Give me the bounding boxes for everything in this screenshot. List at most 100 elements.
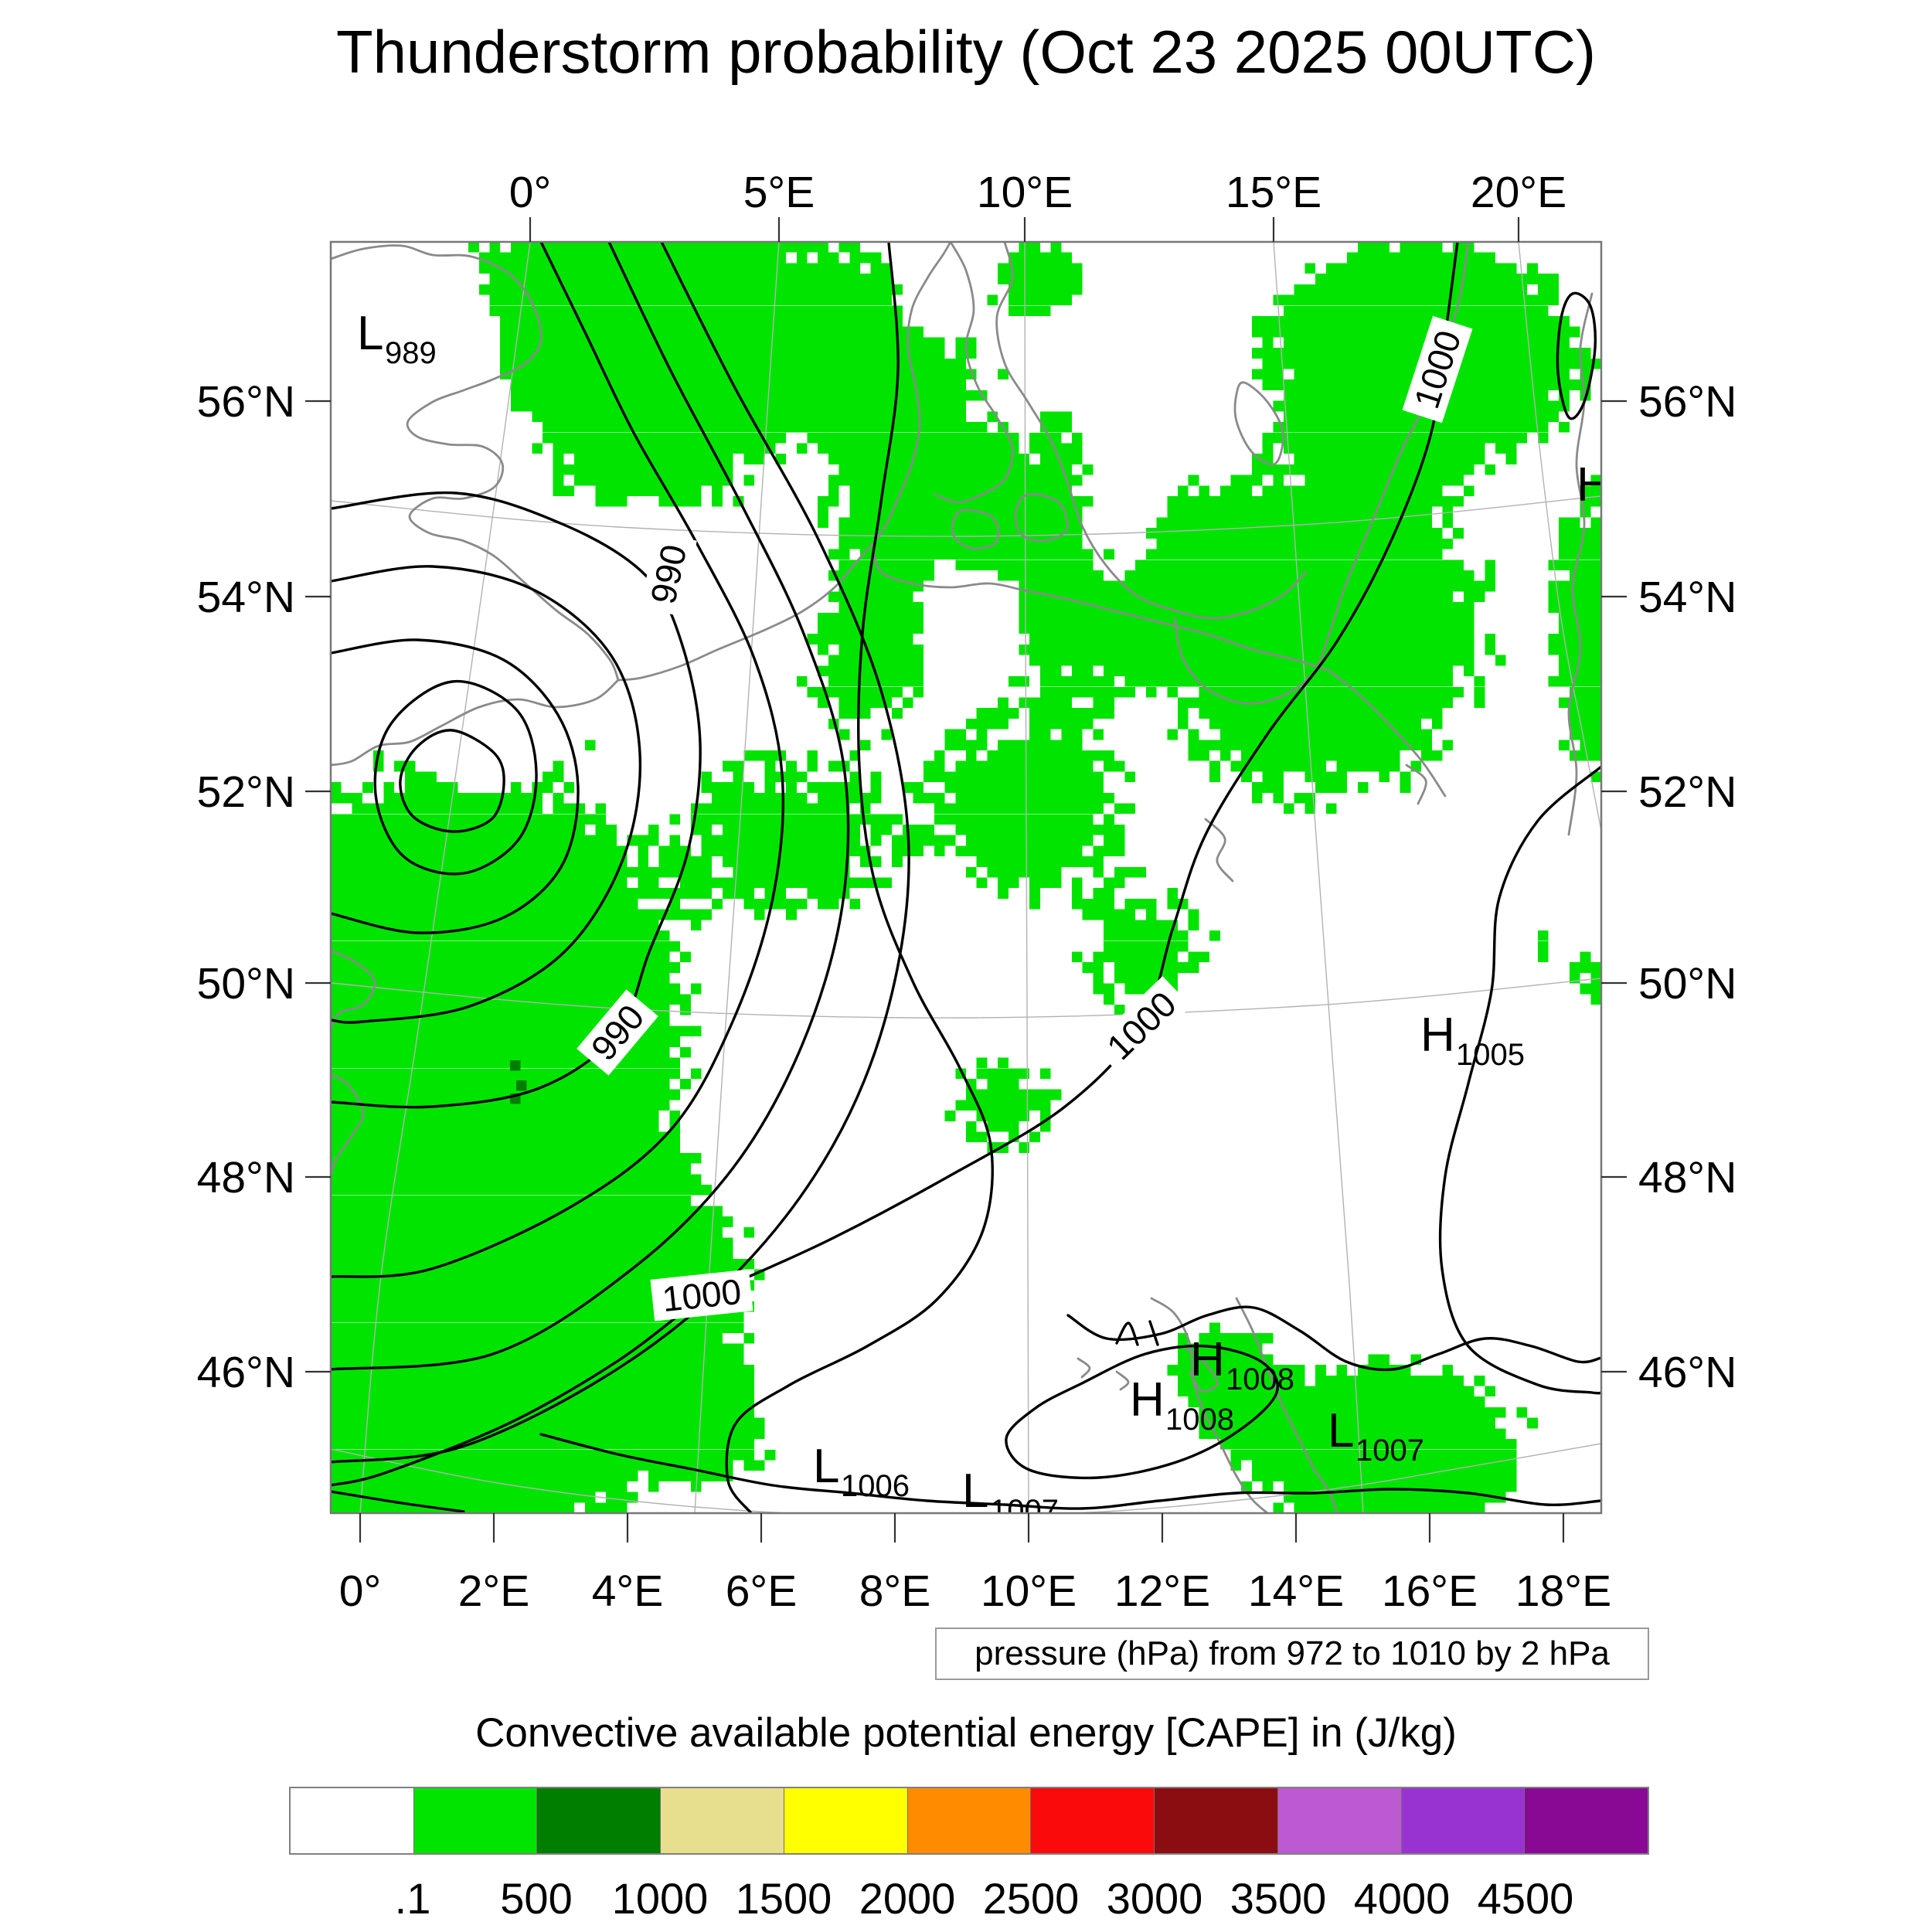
- pressure-contour: [1438, 765, 1601, 1395]
- axis-tick-label: 18°E: [1515, 1566, 1611, 1616]
- cape-shading-green: [331, 242, 1601, 1513]
- pressure-center-marker: H 1008: [1190, 1333, 1294, 1396]
- colorbar-swatch: [1277, 1788, 1402, 1853]
- pressure-contour: [1556, 291, 1597, 420]
- coastline: [331, 1073, 365, 1176]
- axis-tick-label: 4°E: [592, 1566, 664, 1616]
- axis-tick-label: 20°E: [1471, 168, 1566, 217]
- pressure-contour: [331, 242, 910, 1464]
- colorbar-tick-label: 4500: [1477, 1874, 1574, 1923]
- coastline: [1014, 493, 1069, 543]
- axis-tick-label: 56°N: [1638, 377, 1736, 427]
- pressure-center-value: 989: [385, 336, 437, 370]
- pressure-contour: [331, 242, 785, 1278]
- pressure-center-marker: L 989: [357, 307, 437, 370]
- colorbar-swatch: [661, 1788, 784, 1853]
- coastline: [1328, 669, 1447, 798]
- coastline: [331, 949, 376, 1029]
- colorbar-swatch: [907, 1788, 1032, 1853]
- pressure-center-letter: L: [813, 1440, 839, 1493]
- map-frame: [329, 240, 1603, 1515]
- coastline: [951, 509, 1000, 550]
- colorbar-tick-label: 4000: [1353, 1874, 1451, 1923]
- axis-tick-label: 0°: [509, 168, 552, 217]
- pressure-center-value: 1008: [1165, 1403, 1234, 1437]
- pressure-range-caption: pressure (hPa) from 972 to 1010 by 2 hPa: [935, 1628, 1649, 1680]
- pressure-center-value: 1005: [1456, 1038, 1525, 1072]
- pressure-center-marker: H 1005: [1420, 1009, 1525, 1072]
- colorbar-tick-label: 2000: [859, 1874, 956, 1923]
- contour-label: 990: [640, 532, 697, 617]
- colorbar-tick-label: 1500: [735, 1874, 832, 1923]
- pressure-contour: [399, 729, 505, 833]
- colorbar-swatch: [291, 1788, 414, 1853]
- axis-tick-label: 10°E: [981, 1566, 1077, 1616]
- axis-tick-label: 46°N: [1638, 1348, 1736, 1397]
- pressure-center-value: 1007: [1355, 1434, 1424, 1468]
- colorbar-swatch: [784, 1788, 908, 1853]
- axis-tick-label: 52°N: [197, 767, 295, 817]
- axis-tick-label: 52°N: [1638, 767, 1736, 817]
- pressure-center-value: 1007: [990, 1494, 1059, 1528]
- colorbar-tick-label: 500: [500, 1874, 573, 1923]
- pressure-contour: [331, 638, 580, 934]
- cape-colorbar: [289, 1787, 1649, 1855]
- coastline: [1405, 764, 1427, 805]
- coastline: [1204, 818, 1234, 883]
- coastline: [1077, 1357, 1091, 1379]
- axis-tick-label: 50°N: [1638, 959, 1736, 1009]
- pressure-center-value: 1008: [1226, 1362, 1294, 1396]
- colorbar-tick-label: 3500: [1230, 1874, 1327, 1923]
- axis-tick-label: 8°E: [859, 1566, 931, 1616]
- graticule-line: [1024, 242, 1029, 1513]
- axis-tick-label: 54°N: [1638, 573, 1736, 622]
- axis-tick-label: 50°N: [197, 959, 295, 1009]
- pressure-center-marker: H: [1577, 458, 1601, 512]
- axis-tick-label: 10°E: [977, 168, 1073, 217]
- pressure-contour: [1005, 1344, 1279, 1480]
- colorbar-swatch: [1031, 1788, 1155, 1853]
- axis-tick-label: 2°E: [458, 1566, 530, 1616]
- colorbar-swatch: [1401, 1788, 1526, 1853]
- pressure-center-marker: L 1007: [1328, 1404, 1424, 1468]
- coastline: [1567, 292, 1594, 836]
- colorbar-tick-label: 2500: [982, 1874, 1080, 1923]
- pressure-center-letter: H: [1130, 1373, 1165, 1427]
- coastline: [617, 242, 952, 682]
- colorbar-swatch: [537, 1788, 662, 1853]
- colorbar-tick-label: 1000: [611, 1874, 709, 1923]
- coastline: [1235, 1297, 1338, 1513]
- pressure-center-marker: L 1007: [962, 1464, 1059, 1528]
- pressure-center-marker: H 1008: [1130, 1373, 1234, 1437]
- pressure-contour: [331, 565, 642, 1024]
- graticule-line: [1273, 242, 1364, 1513]
- axis-tick-label: 56°N: [197, 377, 295, 427]
- pressure-center-marker: L 1006: [813, 1440, 910, 1503]
- colorbar-tick-label: .1: [394, 1874, 431, 1923]
- pressure-center-letter: L: [357, 307, 383, 360]
- coastline: [1233, 381, 1284, 466]
- pressure-center-value: 1006: [841, 1469, 910, 1503]
- pressure-center-letter: L: [1328, 1404, 1354, 1458]
- colorbar-swatch: [413, 1788, 538, 1853]
- pressure-contour: [725, 242, 994, 1513]
- colorbar-tick-label: 3000: [1106, 1874, 1203, 1923]
- axis-tick-label: 46°N: [197, 1348, 295, 1397]
- pressure-contour: [1115, 1321, 1139, 1346]
- axis-tick-label: 6°E: [726, 1566, 798, 1616]
- axis-tick-label: 48°N: [1638, 1153, 1736, 1202]
- graticule-line: [1518, 242, 1601, 832]
- pressure-contour: [331, 1490, 465, 1513]
- cape-shading-dark-green: [510, 1060, 527, 1104]
- pressure-contour: [1148, 1320, 1159, 1346]
- pressure-contour: [331, 491, 702, 1109]
- axis-tick-label: 12°E: [1114, 1566, 1210, 1616]
- pressure-center-letter: H: [1190, 1333, 1225, 1386]
- pressure-contour: [373, 679, 538, 876]
- coastline: [872, 547, 1331, 672]
- coastline: [1185, 1347, 1219, 1393]
- colorbar-swatch: [1155, 1788, 1278, 1853]
